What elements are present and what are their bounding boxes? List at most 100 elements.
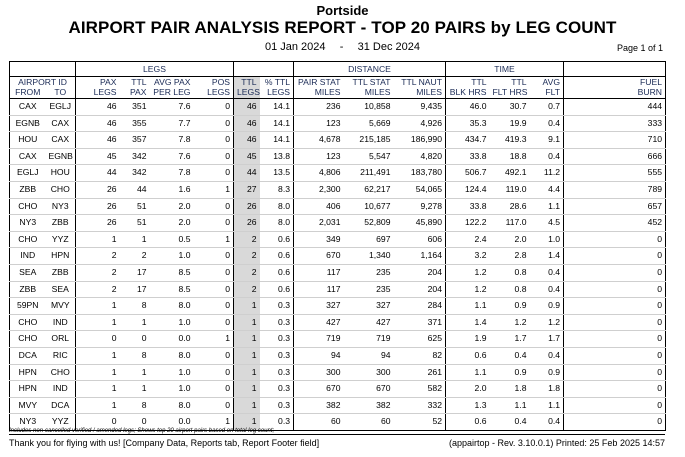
ttl-pax-cell: 8 [119, 297, 150, 315]
ttl-legs-cell: 1 [233, 380, 260, 398]
ttl-legs-cell: 27 [233, 181, 260, 199]
to-header: TO [45, 87, 76, 99]
avg-pax-per-leg-cell: 8.0 [149, 397, 194, 415]
company-name: Portside [316, 3, 369, 18]
pos-legs-cell: 0 [193, 297, 234, 315]
pair-stat-miles-cell: 670 [293, 247, 344, 265]
ttl-pax-cell: 1 [119, 231, 150, 249]
table-row: HPN CHO 1 1 1.0 0 1 0.3 300 300 261 1.1 0.9 0.9 0 [9, 364, 667, 382]
ttl-legs-cell: 1 [233, 347, 260, 365]
pos-legs-cell: 1 [193, 330, 234, 348]
avg-pax-per-leg-cell: 1.6 [149, 181, 194, 199]
avg-pax-per-leg-cell: 0.0 [149, 330, 194, 348]
table-row: NY3 YYZ 0 0 0.0 1 1 0.3 60 60 52 0.6 0.4 0.4 0 [9, 413, 667, 431]
pos-legs-cell: 1 [193, 413, 234, 431]
pos-legs-cell: 0 [193, 98, 234, 116]
ttl-blk-hrs-cell: 2.4 [445, 231, 490, 249]
pair-stat-miles-cell: 123 [293, 115, 344, 133]
pax-legs-cell: 1 [75, 297, 120, 315]
table-row: HPN IND 1 1 1.0 0 1 0.3 670 670 582 2.0 1.8 1.8 0 [9, 380, 667, 398]
ttl-stat-miles-cell: 697 [343, 231, 394, 249]
avg-flt-cell: 0.4 [529, 115, 564, 133]
pax-legs-cell: 2 [75, 247, 120, 265]
ttl-naut-miles-cell: 4,926 [393, 115, 446, 133]
pair-stat-miles-cell: 327 [293, 297, 344, 315]
avg-pax-per-leg-cell: 1.0 [149, 247, 194, 265]
pct-ttl-legs-cell: 0.6 [259, 281, 294, 299]
airport-from-cell: CHO [9, 198, 46, 216]
pair-stat-miles-cell: 427 [293, 314, 344, 332]
table-row: CHO ORL 0 0 0.0 1 1 0.3 719 719 625 1.9 1.7 1.7 0 [9, 330, 667, 348]
ttl-pax-cell: 2 [119, 247, 150, 265]
pax-legs-cell: 0 [75, 413, 120, 431]
ttl-blk-hrs-cell: 124.4 [445, 181, 490, 199]
flt-hrs-header-2: FLT HRS [489, 87, 530, 99]
legs-group-header: LEGS [75, 61, 234, 77]
pair-stat-miles-cell: 4,806 [293, 164, 344, 182]
pos-legs-cell: 0 [193, 148, 234, 166]
ttl-blk-hrs-cell: 1.9 [445, 330, 490, 348]
pax-legs-cell: 1 [75, 397, 120, 415]
ttl-naut-miles-cell: 52 [393, 413, 446, 431]
avg-pax-per-leg-cell: 2.0 [149, 198, 194, 216]
ttl-flt-hrs-cell: 0.4 [489, 347, 530, 365]
fuel-burn-cell: 0 [563, 297, 667, 315]
fuel-burn-cell: 789 [563, 181, 667, 199]
ttl-legs-cell: 1 [233, 364, 260, 382]
ttl-flt-hrs-cell: 18.8 [489, 148, 530, 166]
pct-ttl-legs-cell: 0.6 [259, 247, 294, 265]
ttl-naut-miles-cell: 54,065 [393, 181, 446, 199]
blk-hrs-header: TTL [445, 76, 490, 87]
pos-legs-header-2: LEGS [193, 87, 234, 99]
fuel-burn-cell: 710 [563, 131, 667, 149]
footer-divider [9, 434, 665, 435]
ttl-naut-miles-cell: 204 [393, 264, 446, 282]
pct-ttl-legs-cell: 14.1 [259, 115, 294, 133]
ttl-stat-miles-cell: 5,547 [343, 148, 394, 166]
pct-ttl-legs-cell: 0.6 [259, 264, 294, 282]
ttl-flt-hrs-cell: 0.8 [489, 281, 530, 299]
airport-to-cell: EGNB [45, 148, 76, 166]
avg-flt-cell: 0.9 [529, 297, 564, 315]
pos-legs-cell: 0 [193, 247, 234, 265]
table-row: MVY DCA 1 8 8.0 0 1 0.3 382 382 332 1.3 1.1 1.1 0 [9, 397, 667, 415]
table-row: CAX EGLJ 46 351 7.6 0 46 14.1 236 10,858 9,435 46.0… [9, 98, 667, 116]
ttl-stat-miles-cell: 1,340 [343, 247, 394, 265]
avg-flt-header: AVG [542, 77, 561, 87]
ttl-blk-hrs-cell: 1.4 [445, 314, 490, 332]
ttl-legs-cell: 2 [233, 281, 260, 299]
ttl-pax-cell: 0 [119, 330, 150, 348]
airport-to-cell: IND [45, 380, 76, 398]
column-header-row-1: AIRPORT ID PAX TTL AVG PAX POS TTL % TTL… [9, 76, 667, 87]
airport-from-cell: 59PN [9, 297, 46, 315]
airport-from-cell: IND [9, 247, 46, 265]
fuel-burn-header: FUEL [563, 76, 667, 87]
ttl-flt-hrs-cell: 2.0 [489, 231, 530, 249]
airport-to-cell: RIC [45, 347, 76, 365]
fuel-burn-cell: 555 [563, 164, 667, 182]
airport-from-cell: ZBB [9, 181, 46, 199]
pax-legs-cell: 46 [75, 115, 120, 133]
ttl-legs-cell: 26 [233, 214, 260, 232]
pair-stat-miles-cell: 123 [293, 148, 344, 166]
ttl-flt-hrs-cell: 492.1 [489, 164, 530, 182]
ttl-stat-miles-cell: 670 [343, 380, 394, 398]
pos-legs-cell: 0 [193, 281, 234, 299]
pair-stat-miles-cell: 236 [293, 98, 344, 116]
avg-pax-per-leg-cell: 8.5 [149, 264, 194, 282]
pair-stat-miles-cell: 2,300 [293, 181, 344, 199]
airport-to-cell: EGLJ [45, 98, 76, 116]
avg-flt-cell: 1.0 [529, 231, 564, 249]
ttl-blk-hrs-cell: 2.0 [445, 380, 490, 398]
airport-from-cell: CHO [9, 231, 46, 249]
pos-legs-cell: 0 [193, 214, 234, 232]
ttl-legs-cell: 2 [233, 264, 260, 282]
ttl-stat-miles-cell: 5,669 [343, 115, 394, 133]
fuel-burn-cell: 452 [563, 214, 667, 232]
date-separator: - [339, 41, 344, 53]
pax-legs-cell: 2 [75, 281, 120, 299]
pax-legs-cell: 46 [75, 98, 120, 116]
ttl-naut-miles-cell: 82 [393, 347, 446, 365]
ttl-flt-hrs-cell: 1.8 [489, 380, 530, 398]
table-row: EGLJ HOU 44 342 7.8 0 44 13.5 4,806 211,491 183,78… [9, 164, 667, 182]
